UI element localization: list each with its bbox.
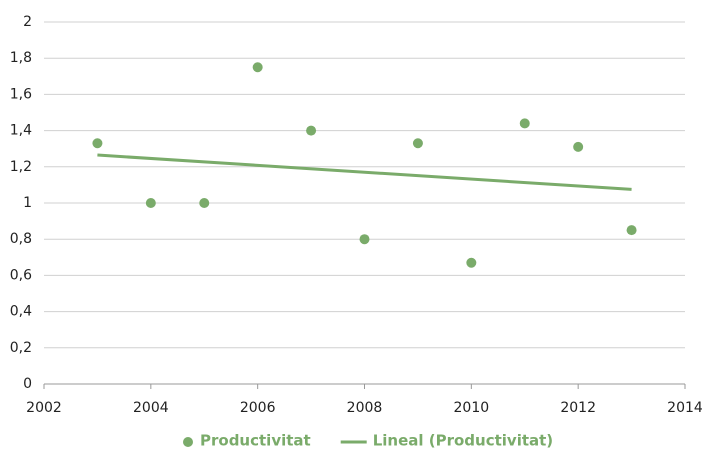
point bbox=[466, 257, 477, 268]
point bbox=[626, 225, 637, 236]
point bbox=[573, 141, 584, 152]
point bbox=[92, 138, 103, 149]
point bbox=[145, 198, 156, 208]
y-tick-label: 1,8 bbox=[10, 50, 32, 66]
legend-label: Lineal (Productivitat) bbox=[373, 432, 553, 450]
y-tick-label: 1,2 bbox=[10, 159, 32, 175]
x-tick-label: 2006 bbox=[240, 400, 276, 416]
legend-swatch bbox=[183, 437, 193, 447]
y-tick-label: 0,8 bbox=[10, 231, 32, 247]
y-tick-label: 1 bbox=[23, 195, 32, 211]
point bbox=[252, 62, 263, 73]
point bbox=[359, 234, 370, 245]
x-tick-label: 2008 bbox=[347, 400, 383, 416]
y-tick-label: 1,6 bbox=[10, 86, 32, 102]
x-tick-label: 2002 bbox=[26, 400, 62, 416]
trend-line bbox=[97, 153, 632, 191]
x-tick-label: 2004 bbox=[133, 400, 169, 416]
y-tick-label: 0 bbox=[23, 376, 32, 392]
y-tick-label: 2 bbox=[23, 14, 32, 30]
x-tick-label: 2010 bbox=[454, 400, 490, 416]
y-tick-label: 0,4 bbox=[10, 304, 32, 320]
point bbox=[199, 198, 210, 208]
x-tick-label: 2014 bbox=[667, 400, 703, 416]
y-tick-label: 0,2 bbox=[10, 340, 32, 356]
y-tick-label: 1,4 bbox=[10, 123, 32, 139]
point bbox=[519, 118, 530, 129]
point bbox=[412, 138, 423, 149]
legend-label: Productivitat bbox=[200, 432, 311, 450]
point bbox=[306, 125, 317, 136]
x-tick-label: 2012 bbox=[560, 400, 596, 416]
y-tick-label: 0,6 bbox=[10, 267, 32, 283]
